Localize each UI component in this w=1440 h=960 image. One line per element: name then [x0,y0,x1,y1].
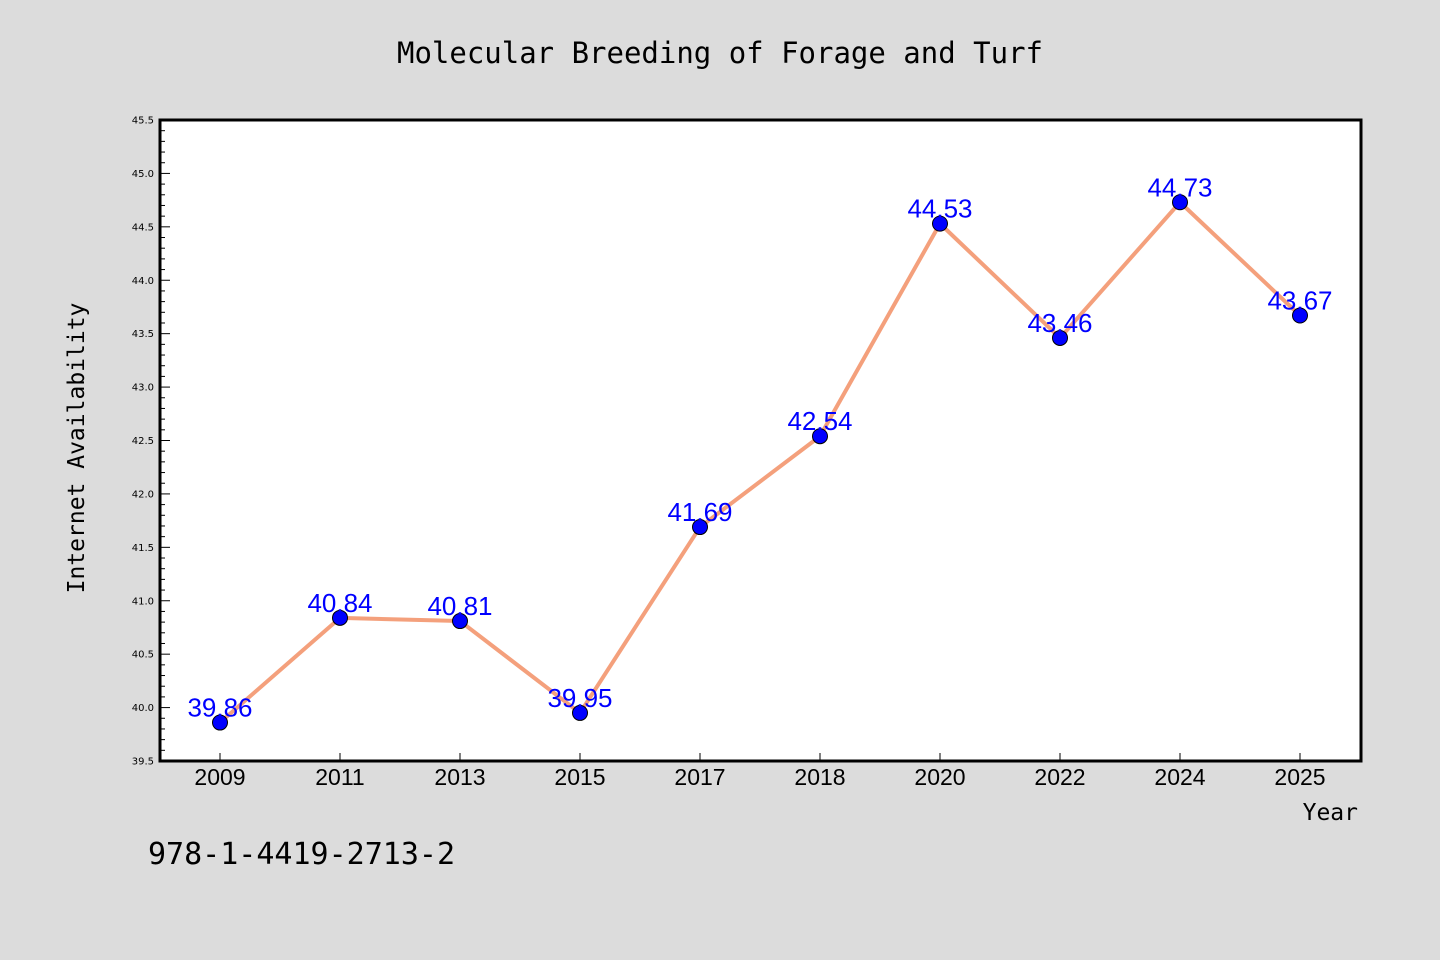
data-point [212,714,228,731]
data-label: 41.69 [667,497,732,527]
x-tick-label: 2025 [1274,764,1325,790]
y-tick-label: 44.0 [132,276,154,287]
x-tick-label: 2015 [554,764,605,790]
isbn-footer: 978-1-4419-2713-2 [148,837,455,872]
y-tick-label: 44.5 [132,222,154,233]
y-tick-label: 45.0 [132,169,154,180]
data-label: 43.67 [1267,286,1332,316]
data-point [1292,307,1308,324]
data-label: 40.81 [427,591,492,621]
data-label: 44.53 [907,194,972,224]
y-axis-title: Internet Availability [64,303,90,594]
series-layer: 39.86 40.84 40.81 39.95 41.69 42.54 44.53 43.46… [187,172,1333,731]
x-tick-label: 2020 [914,764,965,790]
y-tick-label: 42.5 [132,436,154,447]
y-tick-label: 45.5 [132,116,154,127]
y-tick-label: 39.5 [132,757,154,768]
data-point [332,609,348,626]
y-tick-label: 40.5 [132,650,154,661]
data-point [452,613,468,630]
data-point [1052,329,1068,346]
y-tick-label: 41.0 [132,596,154,607]
data-label: 39.86 [187,693,252,723]
data-point [572,704,588,721]
y-tick-label: 43.5 [132,329,154,340]
data-label: 44.73 [1147,172,1212,202]
data-point [932,215,948,232]
data-point [1172,194,1188,211]
y-tick-label: 43.0 [132,383,154,394]
data-label: 42.54 [787,406,852,436]
data-point [812,428,828,445]
x-tick-label: 2009 [194,764,245,790]
x-tick-label: 2011 [315,764,364,790]
y-tick-label: 42.0 [132,489,154,500]
x-axis-title: Year [1303,800,1358,826]
data-label: 39.95 [547,683,612,713]
x-tick-label: 2017 [674,764,725,790]
series-line [218,200,1302,725]
x-tick-label: 2022 [1034,764,1085,790]
data-point [692,519,708,536]
x-tick-label: 2024 [1154,764,1205,790]
y-tick-label: 40.0 [132,703,154,714]
y-tick-label: 41.5 [132,543,154,554]
data-label: 43.46 [1027,308,1092,338]
data-label: 40.84 [307,588,372,618]
y-axis: 39.5 40.0 40.5 41.0 41.5 42.0 42.5 43.0 43.5 44.0… [132,116,170,768]
chart-title: Molecular Breeding of Forage and Turf [397,36,1043,70]
x-tick-label: 2013 [434,764,485,790]
x-axis: 2009 2011 2013 2015 2017 2018 2020 2022 2024 2025 [194,753,1326,790]
x-tick-label: 2018 [794,764,845,790]
plot-area [158,118,1363,763]
